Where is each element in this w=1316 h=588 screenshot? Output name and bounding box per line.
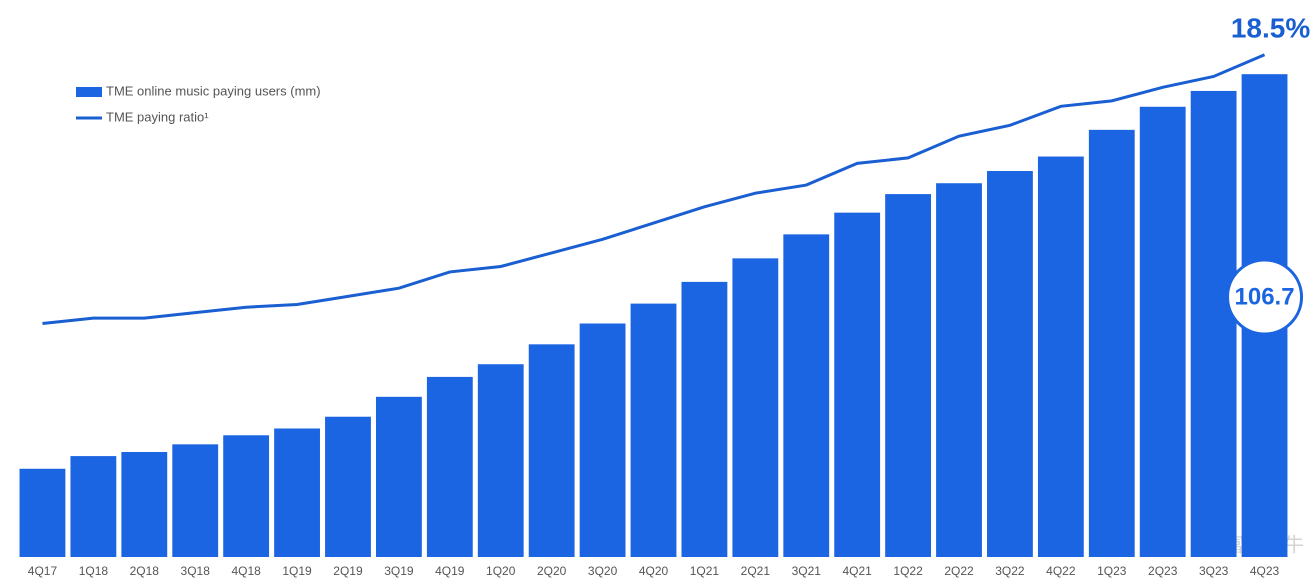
x-tick-label: 1Q20 <box>486 564 516 578</box>
bar <box>528 344 575 557</box>
x-tick-label: 3Q23 <box>1199 564 1229 578</box>
bar <box>579 323 626 557</box>
bar <box>1037 156 1084 557</box>
legend-label: TME online music paying users (mm) <box>106 83 321 98</box>
bar <box>172 444 219 557</box>
x-tick-label: 4Q22 <box>1046 564 1076 578</box>
bar <box>70 456 117 557</box>
bar <box>987 171 1033 557</box>
x-tick-label: 2Q23 <box>1148 564 1178 578</box>
bar <box>783 234 830 557</box>
x-tick-label: 1Q18 <box>79 564 109 578</box>
x-tick-label: 4Q17 <box>28 564 58 578</box>
bar <box>732 258 779 557</box>
bar <box>1190 90 1237 558</box>
bar <box>630 303 677 557</box>
bar <box>936 183 982 558</box>
bar <box>121 452 168 557</box>
bar <box>325 416 371 557</box>
x-tick-label: 2Q22 <box>944 564 974 578</box>
bar <box>477 364 524 557</box>
x-tick-label: 3Q21 <box>792 564 822 578</box>
line <box>42 53 1266 326</box>
x-tick-label: 4Q19 <box>435 564 465 578</box>
value-label: 18.5% <box>1231 12 1310 43</box>
bar <box>19 468 66 557</box>
bar <box>426 376 473 557</box>
legend-label: TME paying ratio¹ <box>106 109 209 124</box>
x-tick-label: 2Q19 <box>333 564 363 578</box>
x-tick-label: 3Q20 <box>588 564 618 578</box>
x-tick-label: 2Q20 <box>537 564 567 578</box>
value-label: 106.7 <box>1235 283 1295 310</box>
x-tick-label: 3Q19 <box>384 564 414 578</box>
x-tick-label: 2Q21 <box>741 564 771 578</box>
bar <box>1088 129 1135 557</box>
bar <box>223 435 270 557</box>
x-tick-label: 1Q19 <box>282 564 312 578</box>
x-tick-label: 1Q21 <box>690 564 720 578</box>
x-tick-label: 1Q22 <box>893 564 923 578</box>
legend-swatch <box>76 87 102 97</box>
x-tick-label: 2Q18 <box>130 564 160 578</box>
x-tick-label: 4Q18 <box>231 564 261 578</box>
x-tick-label: 3Q18 <box>181 564 211 578</box>
bar <box>834 212 881 557</box>
x-tick-label: 4Q21 <box>843 564 873 578</box>
x-tick-label: 4Q23 <box>1250 564 1280 578</box>
x-tick-label: 1Q23 <box>1097 564 1127 578</box>
bar <box>274 428 320 557</box>
bar <box>375 396 422 557</box>
x-tick-label: 3Q22 <box>995 564 1025 578</box>
bar <box>681 281 728 557</box>
bar <box>885 194 932 557</box>
bar <box>1139 106 1186 557</box>
x-tick-label: 4Q20 <box>639 564 669 578</box>
value-label-badge <box>1226 258 1304 336</box>
